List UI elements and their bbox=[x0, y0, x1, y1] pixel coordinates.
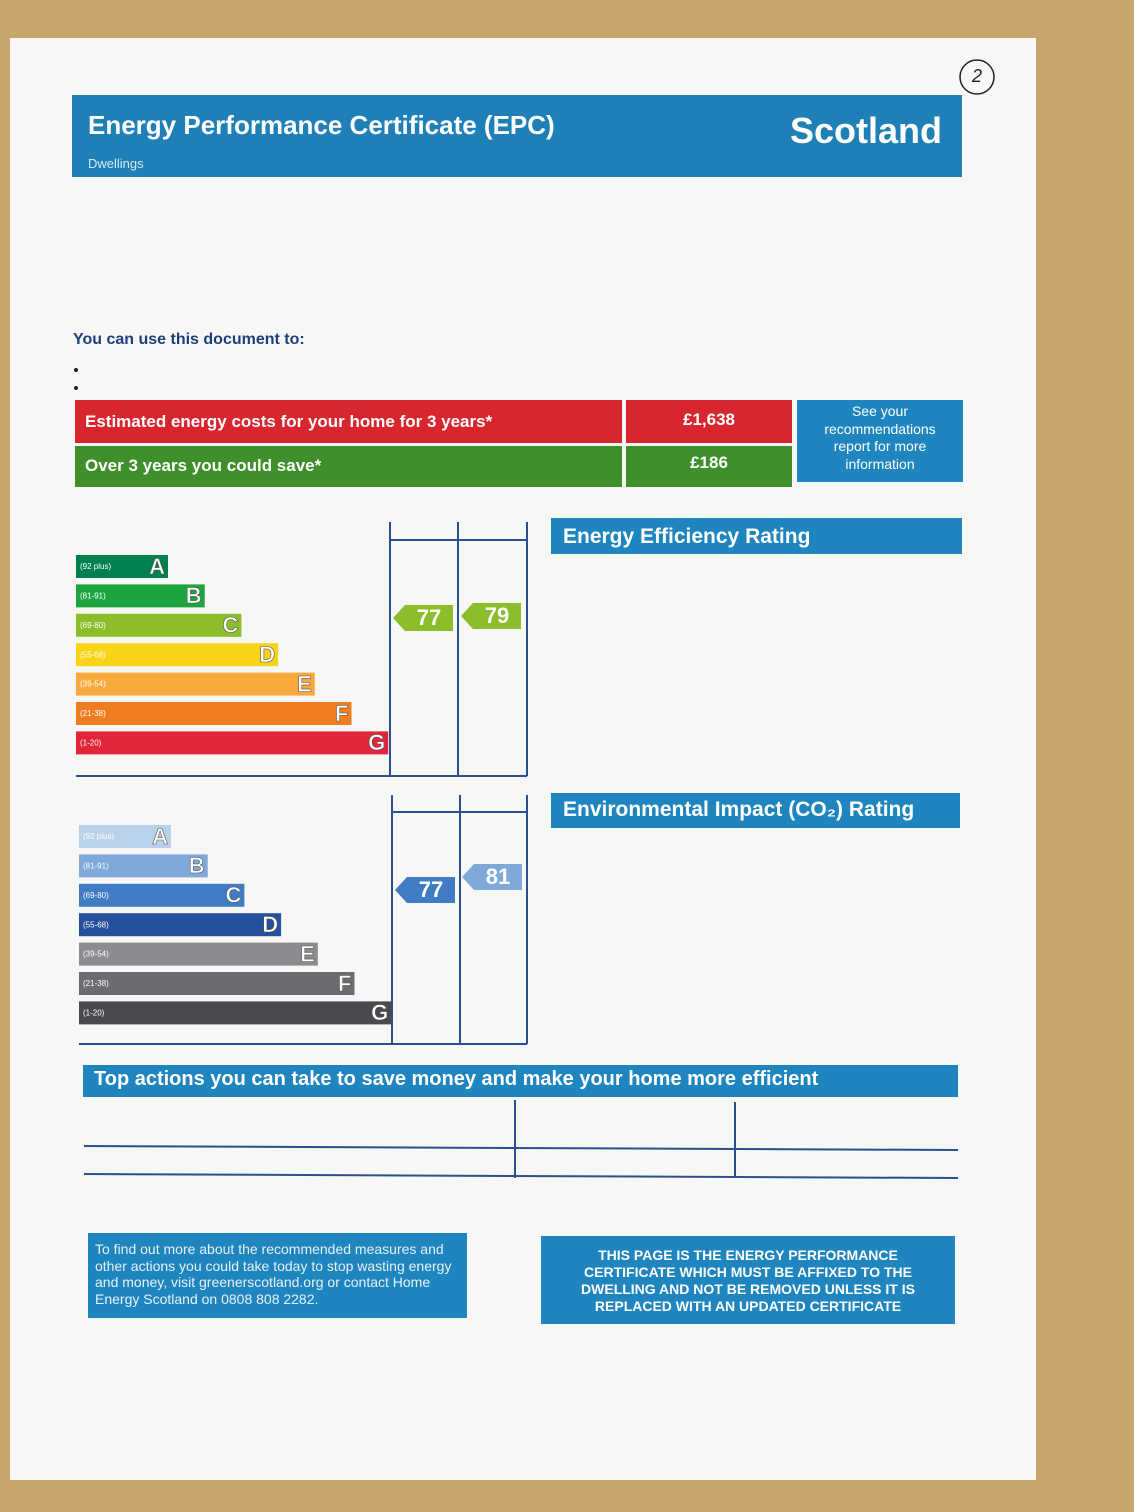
rating-band bbox=[79, 972, 355, 995]
rating-band bbox=[76, 672, 315, 696]
rating-arrow bbox=[461, 603, 521, 629]
actions-title: Top actions you can take to save money a… bbox=[94, 1068, 819, 1090]
title-bar bbox=[551, 793, 960, 828]
rating-title: Environmental Impact (CO₂) Rating bbox=[563, 798, 915, 821]
rating-value: 77 bbox=[417, 605, 441, 630]
rating-arrow bbox=[393, 605, 453, 631]
band-range: (1-20) bbox=[80, 739, 102, 748]
cost-row-bg bbox=[75, 446, 622, 487]
rating-value: 79 bbox=[485, 603, 509, 628]
page-number: 2 bbox=[971, 66, 982, 86]
band-letter: D bbox=[262, 912, 278, 937]
rating-band bbox=[76, 584, 205, 608]
band-range: (39-54) bbox=[83, 950, 109, 959]
rating-band bbox=[79, 913, 282, 937]
cost-value-bg bbox=[626, 400, 792, 443]
rating-band bbox=[76, 702, 352, 725]
page-circle bbox=[959, 59, 995, 95]
footer-notice: THIS PAGE IS THE ENERGY PERFORMANCE CERT… bbox=[581, 1247, 915, 1314]
rating-band bbox=[79, 883, 245, 907]
rating-band bbox=[79, 825, 171, 848]
table-lines bbox=[83, 1100, 959, 1179]
band-range: (55-68) bbox=[80, 650, 106, 659]
band-range: (81-91) bbox=[80, 592, 106, 601]
cost-label: Estimated energy costs for your home for… bbox=[85, 412, 493, 431]
rating-band bbox=[79, 1001, 392, 1025]
band-letter: B bbox=[189, 853, 205, 878]
rating-arrow bbox=[462, 864, 522, 890]
rating-value: 77 bbox=[419, 877, 443, 902]
band-range: (21-38) bbox=[83, 979, 109, 988]
band-range: (92 plus) bbox=[83, 832, 114, 841]
rating-band bbox=[76, 643, 279, 667]
header-bar bbox=[72, 95, 962, 177]
rating-band bbox=[79, 942, 318, 966]
band-letter: G bbox=[371, 1000, 388, 1025]
band-range: (1-20) bbox=[83, 1009, 105, 1018]
band-letter: E bbox=[297, 671, 312, 696]
intro: You can use this document to: bbox=[73, 331, 305, 348]
band-letter: A bbox=[152, 824, 168, 849]
header-region: Scotland bbox=[789, 110, 942, 151]
rating-band bbox=[76, 555, 168, 578]
band-letter: D bbox=[259, 642, 275, 667]
bullet bbox=[74, 386, 78, 390]
rating-band bbox=[76, 731, 389, 755]
note-bg bbox=[797, 400, 963, 482]
footer-box bbox=[541, 1236, 955, 1324]
band-letter: G bbox=[368, 730, 385, 755]
cost-value-bg bbox=[626, 446, 792, 487]
cost-value: £1,638 bbox=[683, 410, 735, 429]
band-letter: F bbox=[338, 971, 351, 996]
footer-box bbox=[88, 1233, 467, 1318]
band-letter: F bbox=[335, 701, 348, 726]
band-letter: C bbox=[226, 883, 242, 908]
footer-advice: To find out more about the recommended m… bbox=[95, 1241, 452, 1307]
rating-title: Energy Efficiency Rating bbox=[563, 525, 811, 548]
band-range: (69-80) bbox=[83, 891, 109, 900]
band-letter: E bbox=[300, 941, 315, 966]
band-letter: C bbox=[223, 613, 239, 638]
cost-value: £186 bbox=[690, 453, 728, 472]
band-range: (81-91) bbox=[83, 862, 109, 871]
band-range: (39-54) bbox=[80, 680, 106, 689]
title-bar bbox=[83, 1065, 958, 1097]
rating-arrow bbox=[395, 877, 455, 903]
cost-label: Over 3 years you could save* bbox=[85, 456, 322, 475]
rating-band bbox=[79, 854, 208, 878]
band-range: (55-68) bbox=[83, 920, 109, 929]
band-range: (69-80) bbox=[80, 621, 106, 630]
band-letter: B bbox=[186, 583, 202, 608]
header-title: Energy Performance Certificate (EPC) bbox=[88, 110, 555, 140]
band-range: (21-38) bbox=[80, 709, 106, 718]
cost-note: See your recommendations report for more… bbox=[824, 403, 936, 472]
band-range: (92 plus) bbox=[80, 562, 111, 571]
band-letter: A bbox=[149, 554, 165, 579]
cost-row-bg bbox=[75, 400, 622, 443]
header-subtitle: Dwellings bbox=[88, 156, 144, 171]
bullet bbox=[74, 368, 78, 372]
title-bar bbox=[551, 518, 962, 554]
rating-band bbox=[76, 613, 242, 637]
rating-value: 81 bbox=[486, 864, 510, 889]
